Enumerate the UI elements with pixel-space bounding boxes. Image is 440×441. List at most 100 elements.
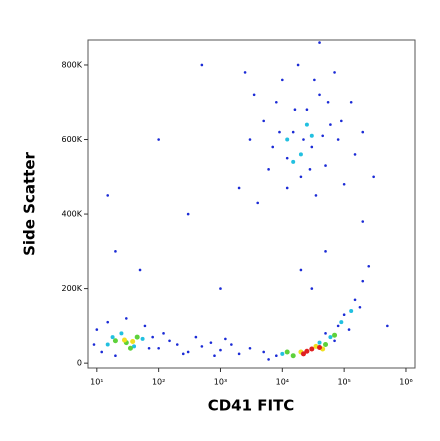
event-dot [130, 339, 136, 345]
event-dot [332, 332, 338, 338]
event-dot [168, 339, 171, 343]
event-dot [326, 100, 330, 104]
event-dot [358, 305, 362, 309]
event-dot [219, 287, 222, 290]
event-dot [219, 348, 222, 352]
event-dot [372, 175, 375, 179]
event-dot [340, 119, 343, 123]
event-dot [267, 358, 270, 361]
x-tick-label: 10⁶ [399, 378, 412, 387]
event-dot [285, 156, 289, 160]
event-dot [262, 350, 265, 354]
event-dot [151, 335, 154, 339]
event-dot [213, 354, 216, 358]
event-dot [285, 137, 290, 142]
event-dot [162, 332, 165, 335]
event-dot [309, 133, 314, 138]
x-tick-label: 10³ [214, 378, 227, 387]
event-dot [132, 344, 137, 349]
event-dot [209, 341, 213, 344]
event-dot [299, 268, 303, 272]
event-dot [262, 119, 265, 123]
event-dot [106, 194, 110, 197]
event-dot [275, 354, 278, 358]
event-dot [114, 250, 117, 253]
event-dot [147, 346, 151, 350]
event-dot [92, 343, 96, 346]
event-dot [323, 342, 329, 348]
event-dot [134, 334, 140, 340]
event-dot [127, 345, 133, 351]
event-dot [284, 349, 290, 355]
event-dot [310, 145, 314, 149]
event-dot [267, 168, 270, 171]
event-dot [317, 345, 323, 350]
event-dot [367, 264, 371, 268]
y-tick-label: 0 [77, 359, 82, 368]
event-dot [304, 348, 310, 354]
event-dot [333, 339, 336, 343]
event-dot [114, 354, 117, 358]
y-tick-label: 600K [61, 135, 82, 144]
event-dot [143, 324, 147, 328]
plot-frame [87, 39, 416, 369]
event-dot [237, 186, 241, 190]
event-dot [328, 335, 333, 340]
event-dot [336, 138, 340, 141]
event-dot [281, 78, 284, 82]
event-dot [224, 337, 227, 341]
event-dot [290, 353, 296, 359]
event-dot [299, 175, 303, 179]
event-dot [324, 164, 327, 167]
event-dot [278, 130, 281, 134]
event-dot [95, 328, 99, 331]
event-dot [140, 336, 145, 341]
event-dot [336, 324, 340, 328]
y-axis-title: Side Scatter [21, 151, 39, 255]
event-dot [318, 41, 321, 44]
event-dot [339, 320, 344, 325]
event-dot [313, 78, 316, 82]
x-axis-title: CD41 FITC [208, 397, 295, 415]
y-tick-label: 200K [61, 284, 82, 293]
event-dot [361, 130, 365, 134]
event-dot [342, 182, 346, 186]
y-tick-label: 800K [61, 60, 82, 69]
event-dot [256, 201, 260, 205]
event-dot [125, 317, 128, 320]
y-tick-label: 400K [61, 210, 82, 219]
event-dot [309, 346, 315, 352]
event-dot [361, 279, 365, 283]
event-dot [157, 346, 160, 350]
event-dot [304, 122, 309, 127]
event-dot [321, 134, 324, 138]
event-dot [318, 93, 321, 97]
event-dot [138, 268, 142, 272]
event-dot [342, 313, 346, 317]
event-dot [157, 138, 160, 141]
x-tick-label: 10⁴ [276, 378, 289, 387]
event-dot [324, 250, 327, 253]
event-dot [300, 351, 306, 357]
event-dot [285, 186, 289, 190]
event-dot [271, 145, 275, 149]
event-dot [106, 320, 110, 324]
event-dot [121, 337, 127, 343]
event-dot [298, 152, 303, 157]
event-dot [353, 153, 357, 156]
event-dot [386, 324, 389, 328]
event-dot [347, 328, 351, 331]
event-dot [175, 343, 179, 346]
event-dot [248, 138, 252, 141]
x-tick-label: 10⁵ [337, 378, 350, 387]
event-dot [296, 63, 300, 67]
event-dot [317, 340, 322, 345]
event-dot [291, 130, 295, 134]
event-dot [194, 335, 198, 339]
event-dot [119, 331, 124, 336]
event-dot [112, 338, 118, 344]
x-tick-label: 10² [152, 378, 165, 387]
event-dot [230, 343, 233, 346]
event-dot [200, 63, 204, 67]
